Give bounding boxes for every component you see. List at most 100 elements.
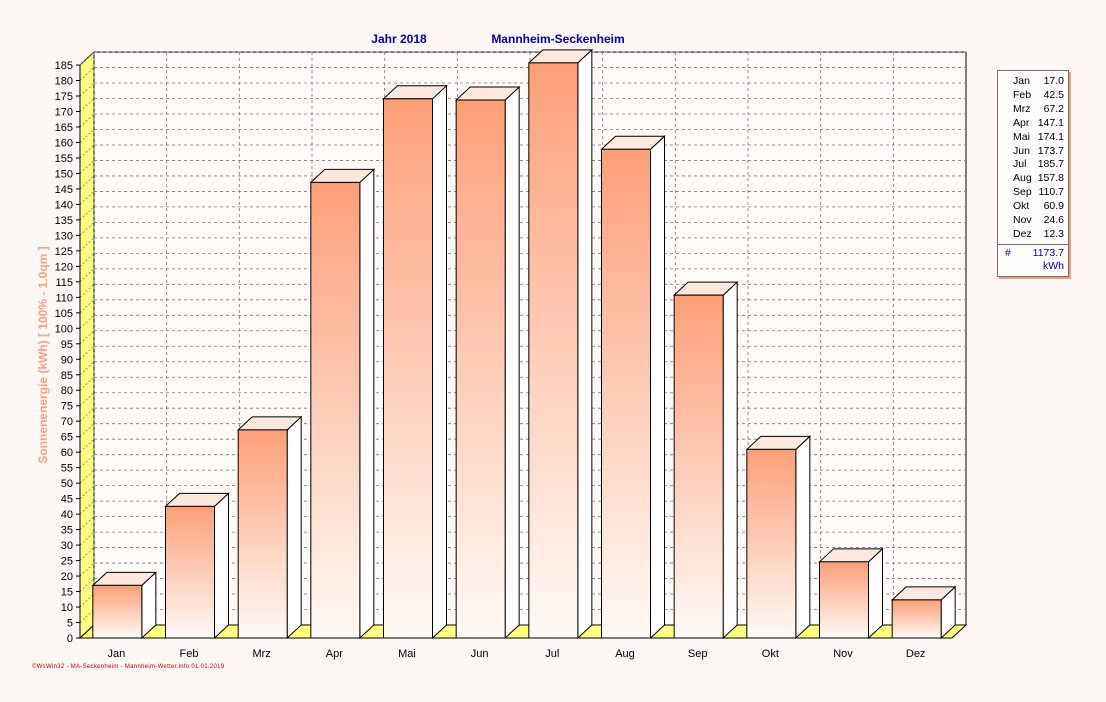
legend-value: 60.9 bbox=[1043, 200, 1064, 213]
bar bbox=[236, 415, 303, 640]
legend-separator bbox=[998, 244, 1068, 245]
bar-side bbox=[504, 85, 520, 640]
gridline-y-side bbox=[79, 547, 95, 561]
legend-row: Aug 157.8 bbox=[998, 171, 1068, 185]
chart-title: Jahr 2018 bbox=[371, 32, 427, 46]
gridline-y-side bbox=[79, 345, 95, 360]
bar bbox=[672, 281, 739, 640]
y-tick-label: 140 bbox=[55, 199, 73, 211]
legend-row: Sep 110.7 bbox=[998, 185, 1068, 199]
gridline-y-side bbox=[79, 376, 95, 391]
legend-value: 174.1 bbox=[1037, 130, 1064, 143]
gridline-y-side bbox=[79, 175, 95, 190]
bar-side bbox=[359, 168, 375, 640]
x-tick-label: Dez bbox=[906, 648, 926, 660]
legend-month: Aug bbox=[1013, 172, 1032, 185]
legend-row: Mai 174.1 bbox=[998, 130, 1068, 144]
legend-month: Apr bbox=[1013, 116, 1030, 129]
gridline-y-side bbox=[79, 160, 95, 174]
legend-row: Nov 24.6 bbox=[998, 213, 1068, 227]
bar-front bbox=[673, 294, 724, 639]
y-tick-label: 55 bbox=[61, 463, 73, 475]
legend-row: Jan 17.0 bbox=[998, 74, 1068, 88]
legend-row: Apr 147.1 bbox=[998, 116, 1068, 130]
x-tick-label: Jul bbox=[545, 648, 559, 660]
legend-value: 173.7 bbox=[1037, 144, 1064, 157]
gridline-y-side bbox=[79, 129, 95, 143]
bar-front bbox=[601, 148, 651, 639]
x-tick-label: Apr bbox=[326, 648, 343, 660]
bar bbox=[890, 585, 957, 640]
legend-table: Jan 17.0 Feb 42.5 Mrz 67.2 Apr 147.1 Mai 174.1 Jun… bbox=[997, 70, 1069, 277]
gridline-y-side bbox=[79, 144, 95, 159]
side-wall bbox=[79, 50, 95, 640]
gridline-y-side bbox=[79, 485, 95, 499]
legend-month: Jun bbox=[1013, 144, 1030, 157]
gridline-y-side bbox=[79, 51, 95, 66]
gridline-y-side bbox=[79, 407, 95, 422]
legend-value: 147.1 bbox=[1037, 116, 1064, 129]
gridline-y-side bbox=[79, 253, 95, 267]
y-tick-label: 125 bbox=[55, 246, 73, 258]
legend-row: Jul 185.7 bbox=[998, 157, 1068, 171]
legend-total-value: 1173.7 bbox=[1032, 247, 1064, 259]
gridline-y-side bbox=[79, 268, 95, 283]
legend-value: 185.7 bbox=[1037, 158, 1064, 171]
y-tick-label: 90 bbox=[61, 354, 73, 366]
y-tick-label: 0 bbox=[67, 633, 73, 645]
x-tick-label: Aug bbox=[615, 648, 635, 660]
legend-month: Nov bbox=[1013, 214, 1032, 226]
legend-value: 17.0 bbox=[1043, 75, 1064, 87]
legend-month: Jul bbox=[1013, 158, 1027, 171]
y-tick-label: 130 bbox=[55, 230, 73, 242]
bar-side bbox=[432, 84, 447, 640]
bar-side bbox=[214, 492, 229, 640]
gridline-y-side bbox=[79, 222, 95, 236]
y-tick-label: 180 bbox=[55, 76, 73, 88]
bar-front bbox=[528, 62, 579, 639]
x-tick-label: Jan bbox=[107, 648, 125, 660]
gridline-y-side bbox=[79, 609, 95, 623]
y-tick-label: 185 bbox=[55, 60, 73, 72]
gridline-y-side bbox=[79, 191, 95, 205]
y-tick-label: 155 bbox=[55, 153, 73, 165]
y-tick-label: 105 bbox=[55, 308, 73, 320]
gridline-y-side bbox=[79, 67, 95, 81]
bar bbox=[600, 135, 666, 640]
gridline-y-side bbox=[79, 113, 95, 128]
bar-front bbox=[891, 599, 942, 639]
y-tick-label: 65 bbox=[61, 432, 73, 444]
bar-side bbox=[650, 135, 665, 640]
bar-side bbox=[868, 547, 883, 640]
bar-side bbox=[722, 281, 738, 640]
y-tick-label: 25 bbox=[61, 556, 73, 568]
legend-month: Jan bbox=[1013, 75, 1030, 87]
y-tick-label: 135 bbox=[55, 215, 73, 227]
gridline-y-side bbox=[79, 392, 95, 407]
gridline-y-side bbox=[79, 438, 95, 453]
x-tick-label: Okt bbox=[762, 648, 779, 660]
legend-row: Okt 60.9 bbox=[998, 199, 1068, 213]
legend-month: Okt bbox=[1013, 200, 1030, 213]
x-tick-label: Feb bbox=[180, 648, 199, 660]
legend-row: Mrz 67.2 bbox=[998, 102, 1068, 116]
bar bbox=[164, 492, 230, 640]
bar-front bbox=[746, 448, 797, 639]
gridline-y-side bbox=[79, 454, 95, 468]
y-tick-label: 30 bbox=[61, 540, 73, 552]
y-tick-label: 45 bbox=[61, 494, 73, 506]
bar bbox=[454, 85, 521, 640]
y-tick-label: 110 bbox=[55, 292, 73, 304]
bar bbox=[745, 435, 812, 640]
bar bbox=[91, 571, 158, 640]
bar-front bbox=[455, 99, 506, 639]
bar-front bbox=[237, 429, 288, 639]
bar bbox=[818, 547, 884, 640]
y-tick-label: 60 bbox=[61, 447, 73, 459]
gridline-y-side bbox=[79, 330, 95, 345]
gridline-y-side bbox=[79, 206, 95, 221]
legend-total-symbol: # bbox=[1005, 247, 1011, 259]
chart-subtitle: Mannheim-Seckenheim bbox=[491, 32, 624, 46]
bar-side bbox=[286, 415, 302, 640]
